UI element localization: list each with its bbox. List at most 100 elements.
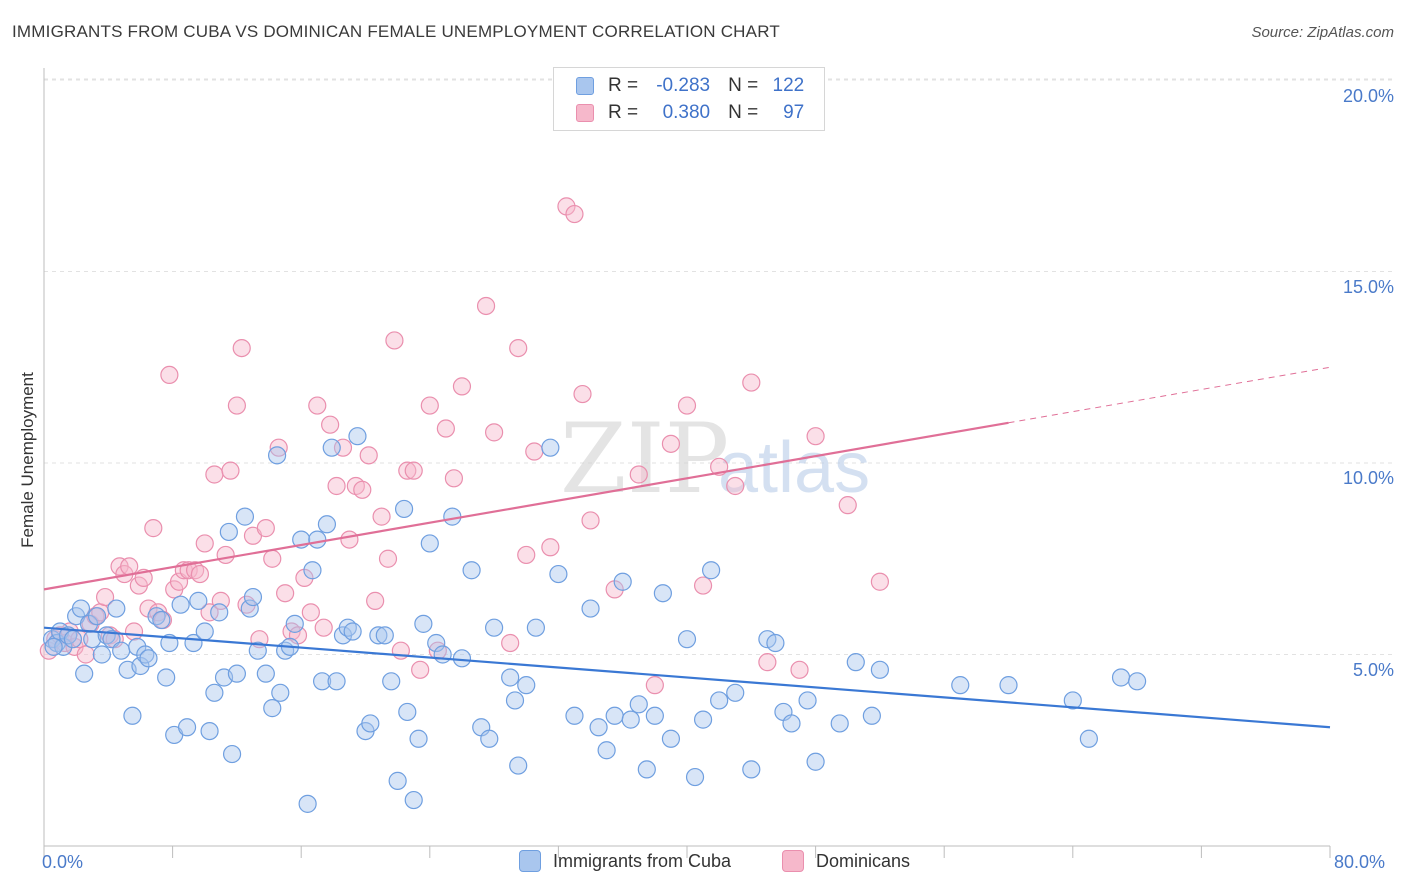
r-label: R =	[608, 75, 639, 96]
legend-item-cuba[interactable]: Immigrants from Cuba	[519, 850, 731, 872]
cuba-point	[303, 561, 322, 580]
dominicans-point	[190, 564, 210, 584]
dominicans-point	[308, 396, 327, 415]
stats-row-cuba: R = -0.283 N = 122	[576, 74, 804, 98]
cuba-point	[298, 794, 317, 813]
cuba-point	[597, 741, 616, 760]
cuba-point	[509, 756, 528, 775]
dominicans-point	[372, 507, 391, 526]
dominicans-point	[227, 396, 246, 415]
cuba-point	[702, 561, 721, 580]
dominicans-point	[806, 427, 825, 446]
dominicans-point	[838, 496, 857, 515]
cuba-point	[589, 718, 608, 737]
source-credit: Source: ZipAtlas.com	[1251, 24, 1394, 41]
cuba-point	[645, 706, 664, 725]
cuba-point	[171, 595, 190, 614]
trend-lines	[43, 366, 1331, 729]
cuba-point	[343, 622, 362, 641]
cuba-point	[263, 699, 282, 718]
dominicans-point	[485, 423, 504, 442]
dominicans-point	[269, 438, 288, 457]
cuba-point	[227, 664, 246, 683]
dominicans-point	[476, 296, 496, 316]
dominicans-point	[378, 549, 398, 568]
cuba-point	[677, 630, 697, 649]
cuba-point	[541, 438, 560, 457]
watermark-zip: ZIP	[560, 403, 729, 515]
legend-item-dominicans[interactable]: Dominicans	[782, 850, 910, 872]
dominicans-point	[314, 618, 333, 637]
dominicans-point	[517, 545, 536, 565]
dominicans-point	[742, 373, 761, 392]
cuba-point	[653, 584, 672, 603]
cuba-point	[565, 706, 584, 725]
dominicans-point	[444, 469, 464, 488]
cuba-point	[71, 599, 91, 618]
dominicans-point	[565, 204, 584, 224]
cuba-point	[480, 729, 499, 748]
n-value: 97	[783, 102, 805, 123]
cuba-point	[1079, 729, 1098, 748]
dominicans-point	[263, 549, 282, 568]
dominicans-point	[301, 603, 320, 622]
cuba-point	[271, 683, 290, 702]
cuba-point	[637, 760, 656, 779]
dominicans-point	[321, 415, 340, 434]
cuba-point	[427, 633, 446, 653]
cuba-point	[63, 630, 83, 649]
cuba-point	[726, 683, 745, 702]
cuba-point	[613, 572, 632, 591]
cuba-point	[398, 702, 417, 722]
cuba-point	[157, 668, 176, 687]
cuba-point	[846, 653, 865, 672]
cuba-point	[317, 515, 337, 534]
dominicans-point	[200, 603, 219, 622]
dominicans-point	[436, 419, 455, 438]
cuba-point	[205, 683, 224, 702]
cuba-point	[195, 622, 214, 641]
y-tick-label: 5.0%	[1352, 660, 1394, 680]
cuba-point	[267, 446, 287, 465]
dominicans-point	[525, 442, 544, 461]
cuba-point	[526, 618, 545, 637]
cuba-point	[285, 614, 304, 633]
dominicans-point	[790, 660, 809, 679]
cuba-point	[443, 507, 462, 526]
x-tick-label: 0.0%	[42, 852, 84, 872]
cuba-point	[420, 534, 439, 553]
dominicans-point	[216, 545, 235, 565]
dominicans-point	[573, 384, 592, 404]
r-value: 0.380	[662, 102, 711, 123]
cuba-point	[485, 618, 504, 637]
cuba-point	[710, 691, 729, 710]
dominicans-point	[581, 511, 600, 530]
dominicans-point	[870, 572, 890, 591]
dominicans-point	[256, 519, 275, 538]
dominicans-swatch	[576, 104, 594, 122]
dominicans-swatch	[782, 850, 804, 872]
dominicans-point	[359, 446, 378, 465]
cuba-point	[54, 637, 73, 656]
dominicans-point	[211, 591, 230, 610]
cuba-point	[414, 614, 433, 633]
x-tick-label: 80.0%	[1334, 852, 1386, 872]
n-label: N =	[728, 102, 759, 123]
cuba-point	[862, 706, 881, 725]
cuba-point	[348, 427, 367, 446]
cuba-point	[256, 664, 275, 683]
cuba-point	[661, 729, 681, 748]
dominicans-point	[726, 476, 745, 496]
cuba-trend-line	[43, 626, 1331, 729]
cuba-point	[621, 710, 640, 729]
cuba-point	[433, 645, 452, 664]
legend-label: Dominicans	[816, 850, 911, 871]
stats-row-dominicans: R = 0.380 N = 97	[576, 101, 804, 125]
dominicans-point	[340, 530, 359, 549]
cuba-swatch	[519, 850, 541, 872]
dominicans-point	[758, 653, 777, 672]
dominicans-point	[509, 339, 528, 358]
cuba-point	[870, 660, 890, 679]
cuba-point	[200, 721, 219, 741]
dominicans-point	[232, 339, 251, 358]
